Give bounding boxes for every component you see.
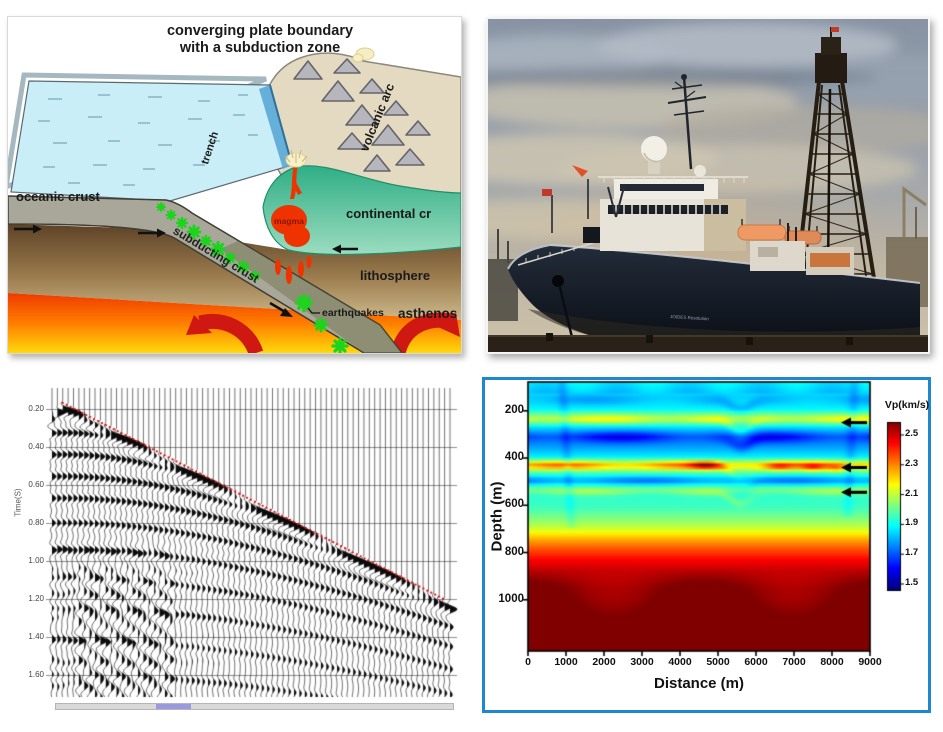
seismic-ytick-label: 1.20 [28, 593, 44, 603]
magma-body [271, 165, 312, 284]
volcano-eruption [284, 149, 308, 168]
ocean [2, 72, 293, 202]
wave-marks [38, 94, 258, 186]
velocity-xtick-label: 4000 [668, 656, 692, 668]
velocity-heatmap-canvas [485, 380, 928, 710]
colorbar-tick-label: 1.5 [905, 576, 919, 588]
seismic-ytick-label: 0.80 [28, 517, 44, 527]
colorbar-tick-label: 2.1 [905, 487, 919, 499]
seismic-ytick-label: 0.20 [28, 403, 44, 413]
volcanic-arc-mountains [293, 58, 431, 172]
seismic-ytick-label: 0.40 [28, 441, 44, 451]
velocity-ytick-label: 600 [504, 498, 524, 511]
subduction-diagram-panel: converging plate boundary with a subduct… [2, 16, 462, 356]
foremast-aframe [607, 186, 625, 218]
superstructure [517, 74, 748, 266]
earthquake-markers [156, 202, 349, 355]
earthquakes-label: earthquakes [322, 307, 384, 319]
colorbar-tick-label: 1.9 [905, 517, 919, 529]
velocity-ytick-label: 1000 [498, 592, 524, 605]
hull-name-text: JOIDES Resolution [670, 314, 709, 321]
seismic-y-axis-label: Time(S) [13, 488, 23, 517]
subduction-diagram: converging plate boundary with a subduct… [2, 17, 462, 356]
velocity-xtick-label: 5000 [706, 656, 730, 668]
velocity-xtick-label: 2000 [592, 656, 616, 668]
radar-dome [641, 136, 667, 162]
velocity-xtick-label: 0 [525, 656, 531, 668]
dock [488, 333, 928, 352]
ship-photo-panel: JOIDES Resolution [408, 17, 943, 354]
velocity-ytick-label: 400 [504, 451, 524, 464]
oceanic-crust-label: oceanic crust [16, 189, 100, 204]
trench-band [259, 85, 292, 169]
horizontal-scrollbar[interactable] [55, 703, 454, 710]
velocity-xtick-label: 6000 [744, 656, 768, 668]
earthquake-callout-line [307, 307, 320, 314]
diagram-title-line2: with a subduction zone [179, 40, 340, 56]
seismic-wiggle-canvas [8, 378, 470, 726]
volcano-smoke-puffs [352, 47, 375, 63]
seismic-ytick-label: 1.00 [28, 555, 44, 565]
velocity-ytick-label: 800 [504, 545, 524, 558]
colorbar-tick-label: 2.3 [905, 457, 919, 469]
seismic-ytick-label: 1.40 [28, 631, 44, 641]
scrollbar-thumb[interactable] [156, 704, 191, 709]
colorbar-tick-label: 2.5 [905, 427, 919, 439]
aft-deckhouse [750, 223, 854, 275]
velocity-xtick-label: 1000 [554, 656, 578, 668]
colorbar-label: Vp(km/s) [884, 399, 930, 411]
seismic-gather-panel: Time(S) 0.20 0.40 0.60 0.80 1.00 1.20 1.40 1.60 [8, 378, 470, 726]
drillship-photo: JOIDES Resolution [408, 19, 943, 352]
lithosphere-label: lithosphere [360, 268, 430, 283]
lifeboats [737, 219, 822, 245]
velocity-ytick-label: 200 [504, 403, 524, 416]
velocity-xtick-label: 7000 [782, 656, 806, 668]
velocity-xtick-label: 8000 [820, 656, 844, 668]
diagram-title-line1: converging plate boundary [167, 23, 353, 39]
asthenosphere-label: asthenos [398, 306, 457, 321]
velocity-model-panel: Depth (m) Distance (m) Vp(km/s) 200 400 60… [482, 377, 931, 713]
plate-motion-arrows [14, 224, 358, 317]
seismic-ytick-label: 1.60 [28, 669, 44, 679]
subducting-slab [7, 195, 404, 354]
continental-crust-label: continental cr [346, 206, 431, 221]
main-mast [667, 74, 707, 170]
seismic-ytick-label: 0.60 [28, 479, 44, 489]
colorbar-tick-label: 1.7 [905, 547, 919, 559]
magma-label: magma [274, 216, 304, 226]
velocity-xtick-label: 9000 [858, 656, 882, 668]
velocity-xtick-label: 3000 [630, 656, 654, 668]
velocity-y-axis-label: Depth (m) [488, 481, 506, 552]
velocity-x-axis-label: Distance (m) [653, 675, 745, 692]
windsock-and-flag [542, 165, 589, 233]
convection-arrows [186, 312, 460, 356]
